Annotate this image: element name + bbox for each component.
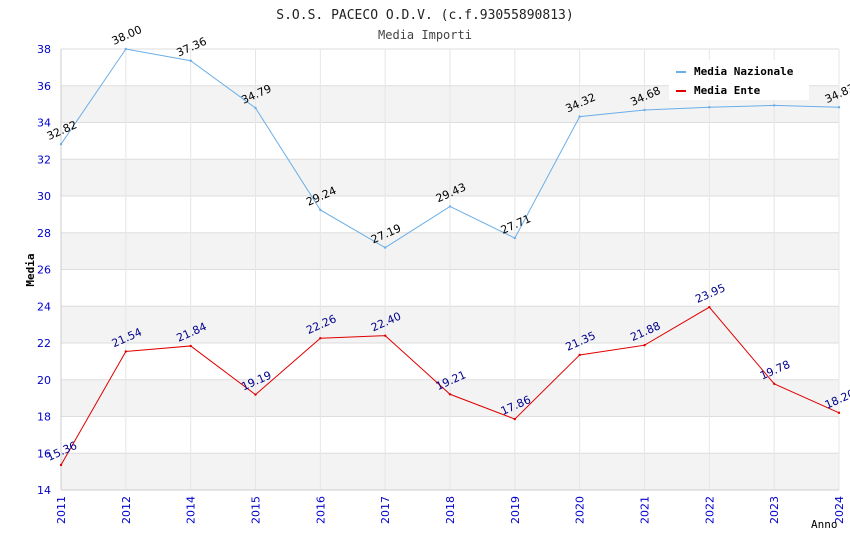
data-point-media-ente <box>578 353 581 357</box>
data-point-media-nazionale <box>513 236 517 240</box>
data-point-media-ente <box>383 334 387 337</box>
legend: Media Nazionale Media Ente <box>669 60 809 100</box>
gridlines <box>60 48 840 491</box>
x-tick-label: 2018 <box>444 496 457 524</box>
data-point-media-nazionale <box>643 108 646 112</box>
data-point-media-ente <box>448 393 452 396</box>
data-point-media-nazionale <box>189 59 192 62</box>
data-point-media-nazionale <box>772 104 776 107</box>
data-point-media-nazionale <box>124 47 128 51</box>
data-point-media-ente <box>643 344 646 347</box>
y-tick-label: 20 <box>37 374 51 387</box>
x-tick-label: 2021 <box>639 496 652 524</box>
x-tick-label: 2024 <box>833 496 846 524</box>
y-tick-label: 34 <box>37 117 51 130</box>
legend-box <box>669 60 809 100</box>
data-point-media-ente <box>772 382 776 385</box>
data-point-media-nazionale <box>383 246 387 249</box>
y-tick-label: 38 <box>37 43 51 56</box>
data-point-media-nazionale <box>578 115 581 118</box>
y-tick-label: 18 <box>37 411 51 424</box>
data-point-media-ente <box>513 417 517 421</box>
data-point-media-ente <box>708 305 711 309</box>
x-tick-label: 2022 <box>703 496 716 524</box>
chart-title: S.O.S. PACECO O.D.V. (c.f.93055890813) <box>276 8 573 23</box>
x-tick-label: 2020 <box>574 496 587 524</box>
legend-label-media-nazionale: Media Nazionale <box>694 65 794 78</box>
x-tick-label: 2014 <box>185 496 198 524</box>
x-tick-label: 2017 <box>379 496 392 524</box>
y-tick-label: 16 <box>37 447 51 460</box>
y-tick-label: 32 <box>37 153 51 166</box>
x-tick-label: 2011 <box>55 496 68 524</box>
y-tick-label: 30 <box>37 190 51 203</box>
data-point-media-ente <box>124 350 128 353</box>
y-tick-label: 36 <box>37 80 51 93</box>
axes <box>60 49 839 491</box>
y-axis-label: Media <box>24 253 37 286</box>
data-point-media-nazionale <box>708 106 711 109</box>
data-point-media-ente <box>319 337 322 340</box>
x-tick-label: 2019 <box>509 496 522 524</box>
data-point-media-ente <box>189 344 192 348</box>
data-point-media-ente <box>254 393 257 396</box>
data-point-media-nazionale <box>837 106 841 109</box>
data-point-media-ente <box>837 411 841 415</box>
data-point-media-nazionale <box>448 205 452 208</box>
legend-label-media-ente: Media Ente <box>694 84 761 97</box>
y-tick-label: 26 <box>37 264 51 277</box>
chart-subtitle: Media Importi <box>378 28 472 42</box>
y-tick-label: 22 <box>37 337 51 350</box>
y-tick-label: 24 <box>37 300 51 313</box>
data-point-media-ente <box>59 463 63 467</box>
data-point-media-nazionale <box>254 106 257 110</box>
series-lines <box>59 47 841 467</box>
data-point-media-nazionale <box>319 208 322 212</box>
x-tick-label: 2015 <box>250 496 263 524</box>
x-tick-label: 2012 <box>120 496 133 524</box>
y-tick-label: 14 <box>37 484 51 497</box>
x-axis-label: Anno <box>811 518 838 531</box>
data-label-media-nazionale: 38.00 <box>110 23 144 48</box>
x-tick-label: 2016 <box>314 496 327 524</box>
y-tick-label: 28 <box>37 227 51 240</box>
data-point-media-nazionale <box>59 142 63 146</box>
x-tick-label: 2023 <box>768 496 781 524</box>
